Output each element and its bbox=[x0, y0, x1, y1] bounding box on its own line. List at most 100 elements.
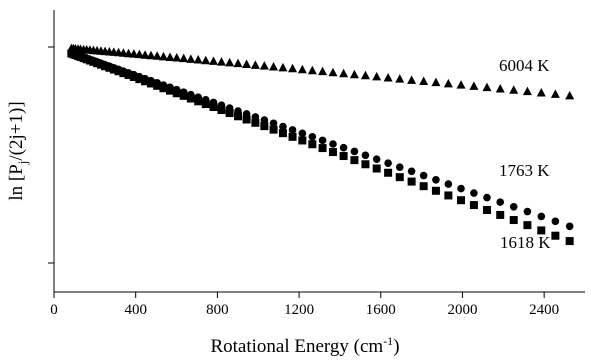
circle-point bbox=[340, 144, 348, 152]
square-point bbox=[396, 173, 404, 181]
square-point bbox=[329, 148, 337, 156]
square-point bbox=[260, 122, 268, 130]
square-point bbox=[373, 165, 381, 173]
triangle-point bbox=[194, 55, 203, 64]
series-label: 6004 K bbox=[499, 56, 550, 75]
triangle-point bbox=[395, 74, 404, 83]
square-point bbox=[243, 115, 251, 123]
x-axis-title-sup: -1 bbox=[383, 334, 393, 348]
x-axis-title-main: Rotational Energy (cm bbox=[210, 336, 383, 357]
square-point bbox=[457, 196, 465, 204]
circle-point bbox=[309, 133, 317, 141]
square-point bbox=[319, 144, 327, 152]
triangle-point bbox=[278, 63, 287, 72]
triangle-point bbox=[537, 88, 546, 97]
x-tick-label: 1600 bbox=[366, 302, 396, 318]
square-point bbox=[408, 178, 416, 186]
triangle-point bbox=[431, 78, 440, 87]
square-point bbox=[361, 160, 369, 168]
triangle-point bbox=[407, 75, 416, 84]
circle-point bbox=[351, 148, 359, 156]
triangle-point bbox=[225, 58, 234, 67]
triangle-point bbox=[251, 60, 260, 69]
triangle-point bbox=[298, 65, 307, 74]
square-point bbox=[496, 211, 504, 219]
series-label: 1618 K bbox=[500, 233, 551, 252]
triangle-point bbox=[308, 66, 317, 75]
circle-point bbox=[566, 222, 574, 230]
square-point bbox=[420, 182, 428, 190]
x-tick-label: 0 bbox=[50, 302, 58, 318]
triangle-point bbox=[217, 57, 226, 66]
circle-point bbox=[373, 155, 381, 163]
circle-point bbox=[537, 213, 545, 221]
square-point bbox=[566, 237, 574, 245]
triangle-point bbox=[372, 72, 381, 81]
square-point bbox=[226, 109, 234, 117]
triangle-point bbox=[269, 62, 278, 70]
square-point bbox=[432, 187, 440, 195]
x-tick-label: 2400 bbox=[529, 302, 559, 318]
triangle-point bbox=[166, 52, 175, 61]
x-tick-label: 800 bbox=[206, 302, 229, 318]
triangle-point bbox=[457, 80, 466, 89]
triangle-point bbox=[242, 59, 251, 68]
square-point bbox=[384, 169, 392, 177]
circle-point bbox=[384, 159, 392, 167]
circle-point bbox=[319, 137, 327, 145]
triangle-point bbox=[339, 69, 348, 78]
triangle-point bbox=[179, 54, 188, 63]
triangle-point bbox=[234, 59, 243, 68]
square-point bbox=[551, 232, 559, 240]
square-point bbox=[251, 119, 259, 127]
circle-point bbox=[396, 163, 404, 171]
circle-point bbox=[510, 203, 518, 211]
triangle-point bbox=[260, 61, 269, 70]
x-tick-label: 1200 bbox=[284, 302, 314, 318]
y-axis-title: ln [Pj/(2j+1)] bbox=[6, 101, 30, 200]
x-tick-label: 400 bbox=[124, 302, 147, 318]
square-point bbox=[210, 103, 218, 111]
circle-point bbox=[289, 126, 297, 134]
circle-point bbox=[362, 151, 370, 159]
square-point bbox=[289, 133, 297, 141]
triangle-point bbox=[509, 85, 518, 94]
x-axis-title-end: ) bbox=[393, 336, 399, 357]
triangle-point bbox=[469, 81, 478, 90]
square-point bbox=[510, 216, 518, 224]
circle-point bbox=[552, 218, 560, 226]
triangle-point bbox=[384, 73, 393, 82]
triangle-point bbox=[419, 76, 428, 85]
square-point bbox=[270, 126, 278, 134]
x-ticks: 04008001200160020002400 bbox=[50, 292, 559, 318]
triangle-point bbox=[288, 64, 297, 72]
triangle-point bbox=[186, 54, 195, 63]
circle-point bbox=[420, 172, 428, 180]
square-point bbox=[180, 92, 188, 100]
triangle-point bbox=[361, 71, 370, 80]
square-point bbox=[470, 201, 478, 209]
y-axis-title-end: /(2j+1)] bbox=[6, 101, 27, 160]
triangle-point bbox=[318, 67, 327, 76]
circle-point bbox=[457, 185, 465, 193]
square-point bbox=[194, 97, 202, 105]
square-point bbox=[187, 95, 195, 103]
circle-point bbox=[299, 130, 307, 138]
square-point bbox=[308, 140, 316, 148]
square-point bbox=[298, 136, 306, 144]
triangle-point bbox=[350, 70, 359, 79]
square-point bbox=[350, 156, 358, 164]
triangle-point bbox=[444, 79, 453, 88]
triangle-point bbox=[551, 89, 560, 98]
x-axis-title: Rotational Energy (cm-1) bbox=[210, 334, 399, 357]
circle-point bbox=[432, 176, 440, 184]
circle-point bbox=[496, 198, 504, 206]
triangle-point bbox=[523, 87, 532, 96]
circle-point bbox=[470, 189, 478, 197]
triangle-point bbox=[482, 83, 491, 92]
triangle-point bbox=[201, 56, 210, 65]
triangle-point bbox=[496, 84, 505, 93]
triangle-point bbox=[565, 91, 574, 100]
square-point bbox=[444, 191, 452, 199]
